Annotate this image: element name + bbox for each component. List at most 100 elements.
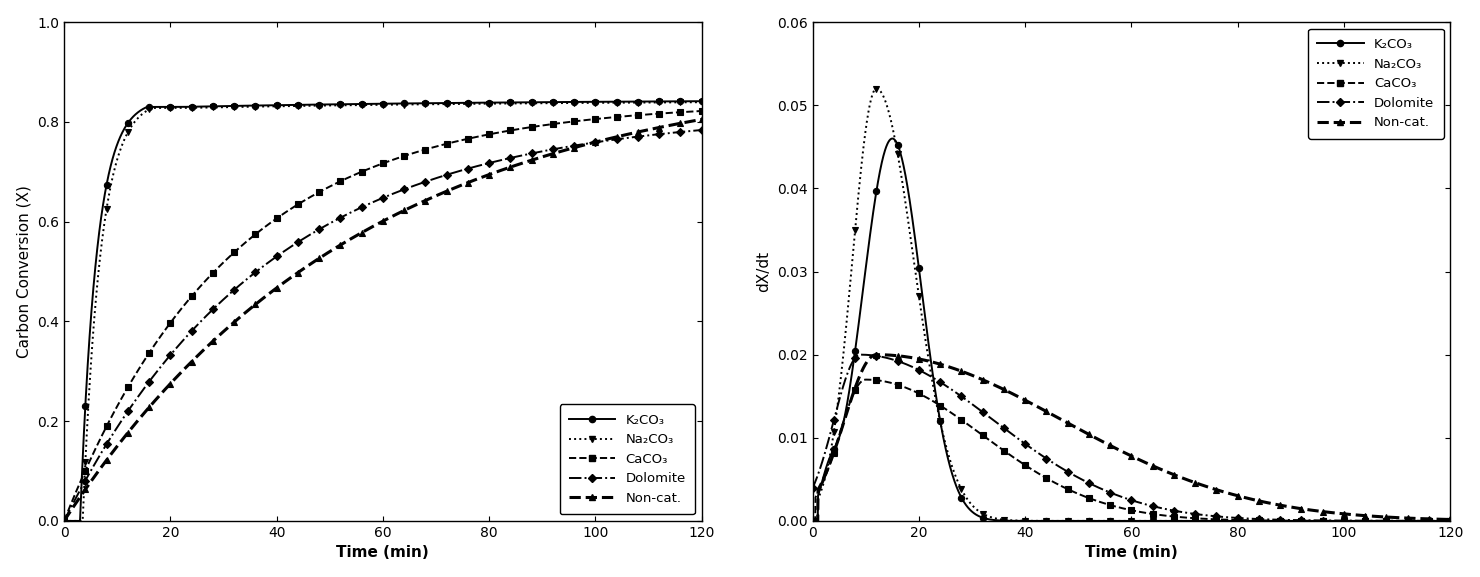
Dolomite: [98, 441, 115, 448]
K₂CO₃: [204, 103, 222, 110]
Dolomite: [1251, 516, 1268, 523]
CaCO₃: [438, 140, 456, 147]
CaCO₃: [311, 189, 329, 196]
Non-cat.: [1356, 512, 1373, 519]
Dolomite: [225, 286, 243, 293]
Y-axis label: dX/dt: dX/dt: [756, 251, 771, 292]
Dolomite: [1356, 518, 1373, 524]
Dolomite: [672, 129, 690, 136]
Na₂CO₃: [565, 99, 583, 106]
Na₂CO₃: [459, 100, 477, 107]
CaCO₃: [416, 146, 434, 153]
Na₂CO₃: [1292, 518, 1310, 524]
Dolomite: [332, 214, 349, 221]
Na₂CO₃: [1399, 518, 1416, 524]
CaCO₃: [1442, 518, 1459, 524]
Dolomite: [910, 366, 928, 373]
Na₂CO₃: [1058, 518, 1076, 524]
Non-cat.: [438, 188, 456, 194]
Non-cat.: [1122, 452, 1140, 459]
Dolomite: [953, 393, 971, 400]
Na₂CO₃: [332, 102, 349, 109]
Non-cat.: [1058, 419, 1076, 426]
CaCO₃: [953, 417, 971, 424]
Na₂CO₃: [289, 103, 306, 110]
Line: Na₂CO₃: Na₂CO₃: [61, 99, 704, 524]
Na₂CO₃: [931, 418, 949, 425]
Na₂CO₃: [1419, 518, 1437, 524]
Non-cat.: [352, 229, 370, 236]
CaCO₃: [141, 350, 158, 357]
CaCO₃: [974, 432, 992, 439]
K₂CO₃: [586, 98, 604, 105]
Na₂CO₃: [847, 226, 864, 233]
Na₂CO₃: [522, 100, 540, 107]
CaCO₃: [1251, 517, 1268, 524]
Na₂CO₃: [416, 101, 434, 108]
Dolomite: [1144, 503, 1162, 509]
Dolomite: [867, 353, 885, 359]
Non-cat.: [182, 358, 200, 365]
CaCO₃: [1335, 518, 1353, 524]
CaCO₃: [1037, 475, 1055, 482]
K₂CO₃: [98, 181, 115, 188]
Dolomite: [1378, 518, 1396, 524]
Dolomite: [995, 425, 1012, 432]
Na₂CO₃: [824, 429, 842, 436]
Dolomite: [352, 204, 370, 211]
Line: CaCO₃: CaCO₃: [810, 377, 1453, 524]
K₂CO₃: [55, 518, 73, 524]
Na₂CO₃: [1335, 518, 1353, 524]
CaCO₃: [804, 518, 821, 524]
K₂CO₃: [608, 98, 626, 105]
Non-cat.: [268, 284, 286, 291]
K₂CO₃: [889, 141, 907, 148]
K₂CO₃: [545, 99, 562, 106]
CaCO₃: [650, 110, 667, 117]
Non-cat.: [867, 351, 885, 358]
Non-cat.: [1208, 486, 1225, 493]
K₂CO₃: [1378, 518, 1396, 524]
Non-cat.: [55, 518, 73, 524]
Non-cat.: [1101, 442, 1119, 449]
Dolomite: [1187, 511, 1205, 518]
CaCO₃: [118, 384, 136, 391]
Dolomite: [931, 379, 949, 385]
Non-cat.: [374, 218, 392, 224]
Na₂CO₃: [204, 104, 222, 111]
CaCO₃: [931, 402, 949, 409]
CaCO₃: [1187, 515, 1205, 522]
Na₂CO₃: [480, 100, 497, 107]
CaCO₃: [522, 123, 540, 130]
K₂CO₃: [1144, 518, 1162, 524]
K₂CO₃: [693, 98, 710, 104]
K₂CO₃: [332, 101, 349, 108]
Non-cat.: [204, 338, 222, 344]
Na₂CO₃: [268, 103, 286, 110]
CaCO₃: [1356, 518, 1373, 524]
K₂CO₃: [395, 100, 413, 107]
Line: K₂CO₃: K₂CO₃: [61, 98, 704, 524]
Line: Non-cat.: Non-cat.: [810, 351, 1453, 524]
CaCO₃: [586, 115, 604, 122]
Na₂CO₃: [1122, 518, 1140, 524]
Na₂CO₃: [502, 100, 519, 107]
Na₂CO₃: [77, 459, 95, 466]
K₂CO₃: [1165, 518, 1183, 524]
Non-cat.: [995, 386, 1012, 393]
Non-cat.: [953, 368, 971, 374]
K₂CO₃: [1208, 518, 1225, 524]
K₂CO₃: [1122, 518, 1140, 524]
K₂CO₃: [141, 103, 158, 110]
Na₂CO₃: [1101, 518, 1119, 524]
CaCO₃: [1122, 507, 1140, 514]
Dolomite: [1080, 479, 1098, 486]
Non-cat.: [1399, 515, 1416, 522]
K₂CO₃: [1017, 518, 1035, 524]
Dolomite: [1101, 489, 1119, 496]
Non-cat.: [586, 138, 604, 145]
K₂CO₃: [459, 99, 477, 106]
Dolomite: [459, 165, 477, 172]
Na₂CO₃: [1037, 518, 1055, 524]
Na₂CO₃: [182, 104, 200, 111]
